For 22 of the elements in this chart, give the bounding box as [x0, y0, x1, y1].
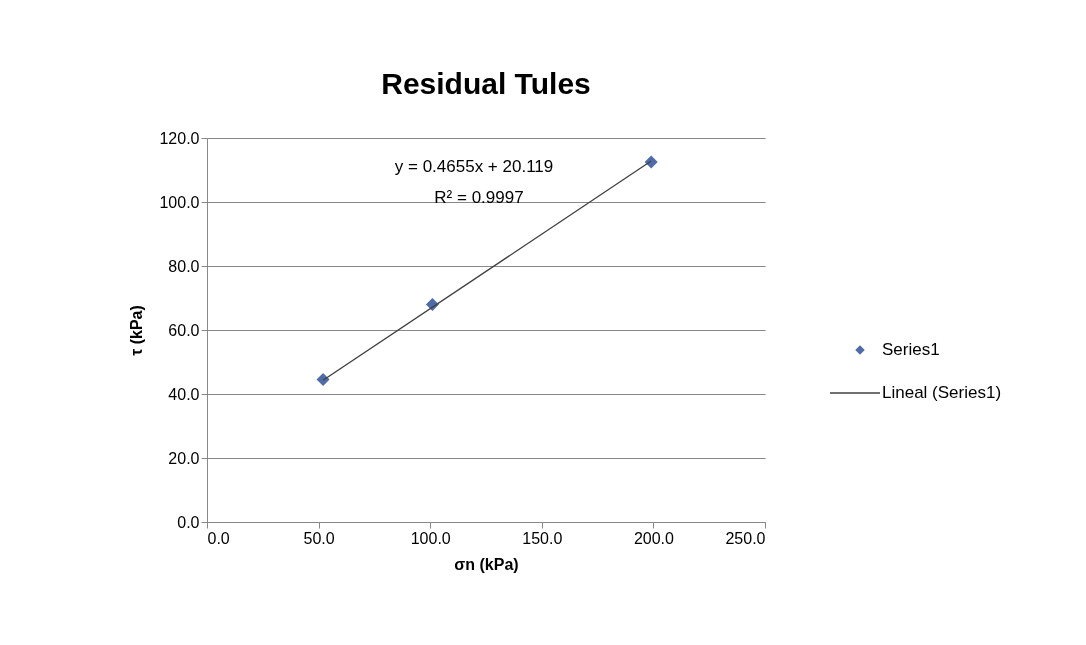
chart-title: Residual Tules [381, 67, 591, 100]
y-tick-label: 100.0 [159, 193, 200, 211]
y-tick-label: 20.0 [168, 449, 200, 467]
x-tick-label: 0.0 [207, 529, 230, 547]
y-axis-title: τ (kPa) [128, 305, 146, 356]
annotation: y = 0.4655x + 20.119 [394, 157, 554, 176]
legend-label: Series1 [882, 340, 940, 359]
y-tick-label: 40.0 [168, 385, 200, 403]
x-tick-label: 100.0 [410, 529, 451, 547]
x-tick-label: 50.0 [303, 529, 335, 547]
y-tick-label: 80.0 [168, 257, 200, 275]
annotation: R² = 0.9997 [434, 188, 524, 207]
y-tick-label: 60.0 [168, 321, 200, 339]
y-tick-label: 0.0 [177, 513, 200, 531]
x-axis-title: σn (kPa) [454, 555, 519, 573]
legend-label: Lineal (Series1) [882, 383, 1002, 402]
point [316, 373, 330, 387]
point [644, 155, 658, 169]
x-tick-label: 150.0 [522, 529, 563, 547]
x-tick-label: 200.0 [633, 529, 675, 547]
x-tick-label: 250.0 [725, 529, 766, 547]
y-tick-label: 120.0 [159, 129, 200, 147]
